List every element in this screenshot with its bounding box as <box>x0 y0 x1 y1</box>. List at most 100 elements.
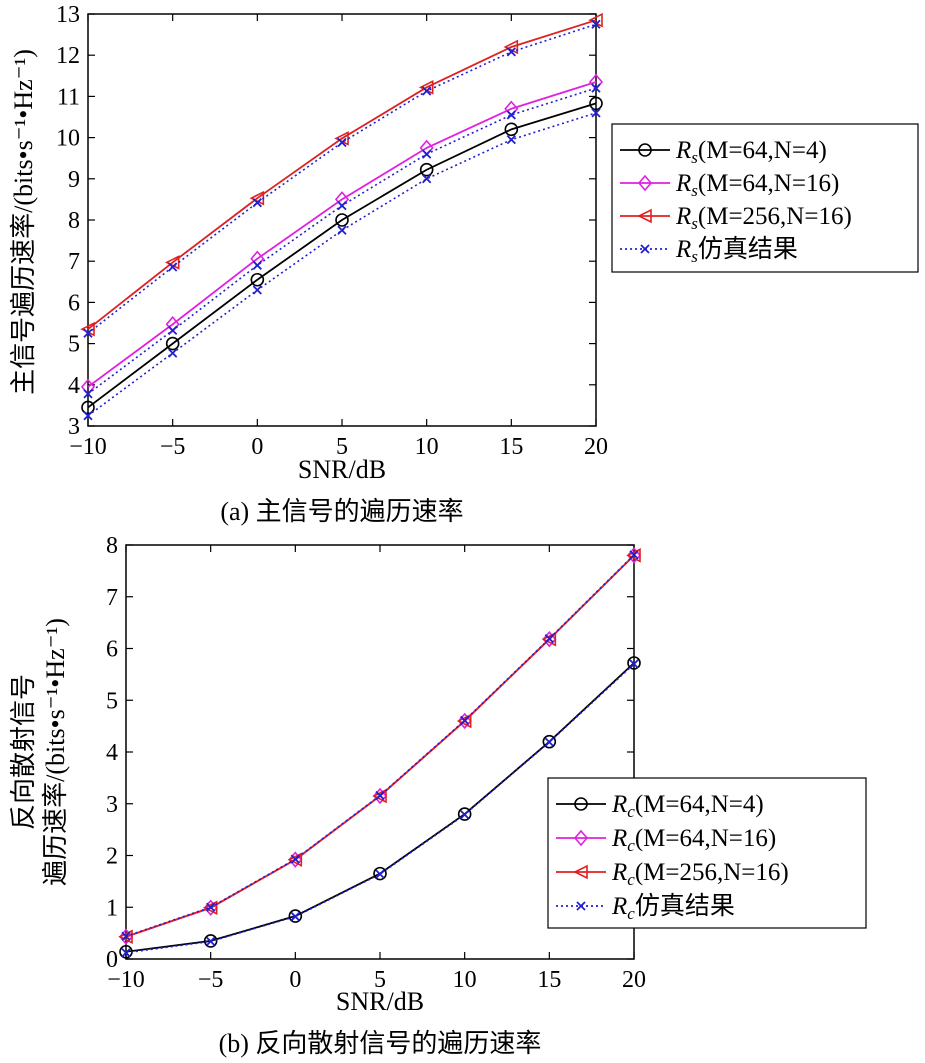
x-tick-label: 5 <box>374 967 386 993</box>
x-tick-label: 0 <box>289 967 301 993</box>
data-point-0-3 <box>168 348 178 358</box>
data-point-1-0 <box>373 866 387 881</box>
series-line-0-0-0 <box>87 102 597 409</box>
data-point-1-2 <box>541 631 557 647</box>
series-lines-a <box>80 12 604 421</box>
data-point-0-3 <box>506 135 516 145</box>
y-tick-label: 1 <box>106 895 118 921</box>
data-point-0-3 <box>422 86 432 96</box>
legend-label-3: Rc仿真结果 <box>611 892 735 923</box>
x-tick-label: 15 <box>537 967 561 993</box>
data-point-0-0 <box>250 272 265 287</box>
data-point-1-3 <box>544 634 554 644</box>
x-tick-label: 10 <box>415 434 439 460</box>
data-point-1-3 <box>629 550 639 560</box>
x-tick-label: 20 <box>584 434 608 460</box>
data-point-0-3 <box>337 137 347 148</box>
legend-label-2: Rc(M=256,N=16) <box>611 859 789 889</box>
legend-marker-3 <box>576 901 586 911</box>
y-tick-label: 4 <box>106 740 118 766</box>
series-lines-b <box>118 547 642 959</box>
series-line-0-3-0 <box>87 112 597 417</box>
data-point-0-3 <box>422 149 432 159</box>
data-point-0-3 <box>83 411 93 421</box>
data-point-0-0 <box>165 336 180 351</box>
y-tick-label: 2 <box>106 844 118 870</box>
data-point-0-3 <box>506 47 516 57</box>
data-point-0-3 <box>83 328 93 338</box>
caption-b: (b) 反向散射信号的遍历速率 <box>219 1029 542 1058</box>
data-point-1-3 <box>544 737 554 747</box>
y-tick-label: 12 <box>56 43 80 69</box>
data-point-0-0 <box>335 213 349 227</box>
series-line-0-1-0 <box>87 81 597 388</box>
y-tick-label: 11 <box>57 84 80 110</box>
y-tick-label: 13 <box>56 2 80 28</box>
data-point-1-1 <box>372 787 388 805</box>
x-tick-label: −5 <box>198 967 224 993</box>
data-point-0-3 <box>252 198 262 208</box>
data-point-0-3 <box>83 389 93 399</box>
legend-b: Rc(M=64,N=4) Rc(M=64,N=16) Rc(M=256,N=16)R… <box>547 777 867 929</box>
legend-marker-0 <box>638 143 652 157</box>
x-tick-label: 20 <box>622 967 646 993</box>
legend-a: Rs(M=64,N=4)Rs(M=64,N=16)Rs(M=256,N=16)R… <box>611 123 919 273</box>
x-tick-label: 0 <box>251 434 263 460</box>
x-tick-label: 15 <box>499 434 523 460</box>
y-axis-label-a: 主信号遍历速率/(bits•s⁻¹•Hz⁻¹) <box>9 49 38 395</box>
y-tick-label: 5 <box>68 332 80 358</box>
data-point-0-0 <box>504 122 519 137</box>
data-point-0-3 <box>337 225 347 235</box>
data-point-1-1 <box>626 547 642 564</box>
legend-label-0: Rc(M=64,N=4) <box>611 791 764 821</box>
data-point-1-3 <box>460 715 470 726</box>
data-point-1-0 <box>203 934 218 948</box>
data-point-0-3 <box>591 108 601 118</box>
data-point-0-3 <box>252 285 262 295</box>
chart-b: −10 −5 0 5 10 15 20 0 1 2 3 4 5 6 7 8 SNR/dB 反向散射信号 遍历速… <box>9 533 867 1058</box>
data-point-0-3 <box>252 260 262 270</box>
y-tick-label: 7 <box>106 585 118 611</box>
legend-label-0: Rs(M=64,N=4) <box>675 137 827 167</box>
axis-ticks-b: −10 −5 0 5 10 15 20 0 1 2 3 4 5 6 7 8 <box>106 533 646 993</box>
x-axis-label-b: SNR/dB <box>336 987 424 1016</box>
x-tick-label: 5 <box>336 434 348 460</box>
y-axis-label-b-line1: 反向散射信号 <box>9 674 38 830</box>
data-point-1-2 <box>287 852 303 867</box>
data-point-0-3 <box>506 110 516 120</box>
data-point-1-0 <box>627 656 641 670</box>
data-point-0-0 <box>589 96 603 111</box>
y-tick-label: 5 <box>106 688 118 714</box>
data-point-1-3 <box>290 854 300 864</box>
data-point-0-3 <box>422 174 432 184</box>
axis-ticks-a: −10 −5 0 5 10 15 20 3 4 5 6 7 8 9 10 11 12 13 <box>56 2 608 460</box>
data-point-1-3 <box>375 790 385 801</box>
y-tick-label: 8 <box>68 208 80 234</box>
y-tick-label: 6 <box>106 637 118 663</box>
legend-label-1: Rs(M=64,N=16) <box>675 170 839 200</box>
data-point-1-1 <box>542 630 557 648</box>
data-point-1-3 <box>290 911 300 922</box>
data-point-1-0 <box>542 734 557 749</box>
data-point-1-2 <box>372 788 387 804</box>
data-point-0-3 <box>168 325 178 336</box>
y-tick-label: 3 <box>68 414 80 440</box>
y-tick-label: 9 <box>68 167 80 193</box>
x-tick-label: −5 <box>160 434 186 460</box>
data-point-1-1 <box>118 928 134 945</box>
series-line-0-3-2 <box>87 23 597 334</box>
data-point-0-2 <box>503 39 519 55</box>
data-point-1-3 <box>121 931 131 941</box>
legend-marker-1 <box>573 829 589 847</box>
data-point-1-3 <box>460 809 470 820</box>
legend-label-1: Rc(M=64,N=16) <box>611 825 776 855</box>
series-line-0-2-0 <box>87 19 597 330</box>
data-point-1-0 <box>288 909 303 923</box>
data-point-0-3 <box>591 83 601 93</box>
legend-box-a <box>611 123 919 273</box>
y-tick-label: 10 <box>56 126 80 152</box>
legend-marker-2 <box>573 864 588 880</box>
data-point-0-3 <box>591 19 601 29</box>
data-point-1-2 <box>202 900 218 916</box>
